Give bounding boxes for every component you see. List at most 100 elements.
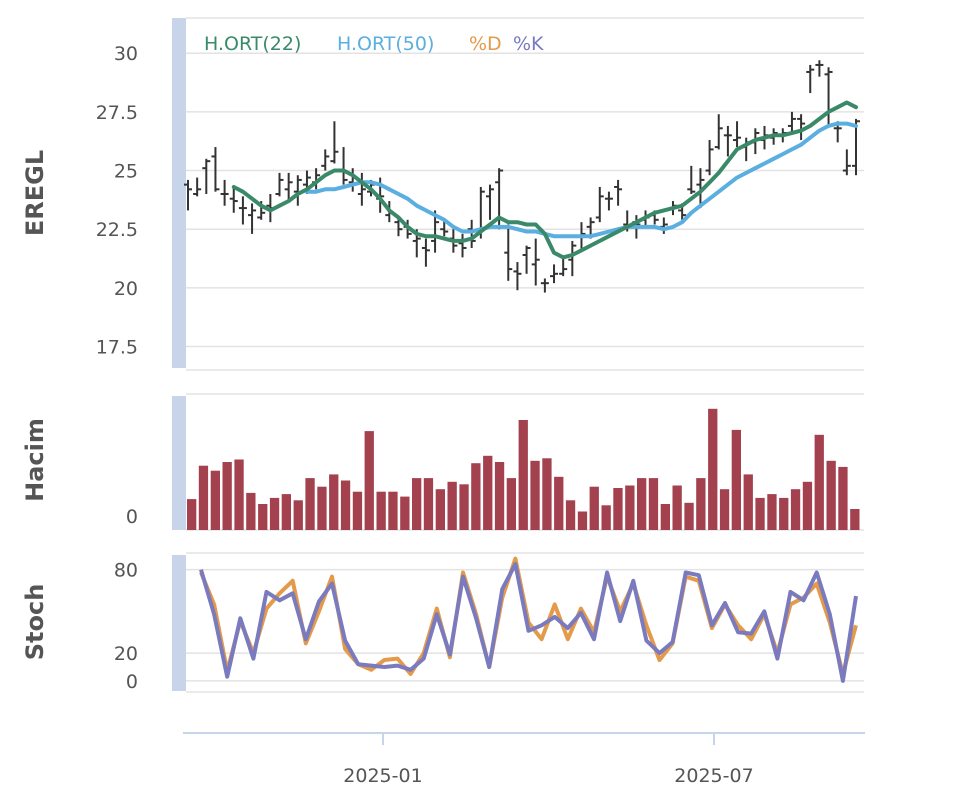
- volume-bar: [329, 474, 339, 530]
- volume-bar: [352, 491, 363, 530]
- price-tick-label: 22.5: [96, 219, 138, 241]
- ohlc-bar: [293, 175, 302, 206]
- volume-bar: [222, 462, 232, 530]
- volume-bar: [565, 500, 576, 530]
- volume-bar: [281, 494, 291, 530]
- volume-bar: [743, 474, 753, 530]
- ohlc-bar: [421, 238, 430, 267]
- volume-bar: [850, 509, 860, 530]
- ohlc-bar: [339, 147, 348, 185]
- ohlc-bar: [842, 149, 851, 176]
- ohlc-bar: [211, 147, 220, 192]
- ohlc-bar: [815, 60, 824, 77]
- ohlc-bar: [357, 172, 366, 206]
- volume-bar: [412, 478, 422, 530]
- ohlc-bar: [440, 219, 449, 237]
- ohlc-bar: [723, 125, 732, 157]
- price-tick-labels: 30 27.5 25 22.5 20 17.5: [96, 43, 138, 358]
- ohlc-bar: [467, 219, 476, 248]
- ohlc-bar: [540, 278, 549, 293]
- volume-bar: [459, 484, 469, 530]
- legend-ma22[interactable]: H.ORT(22): [204, 33, 301, 55]
- ohlc-bar: [595, 186, 604, 223]
- volume-bar: [672, 485, 682, 530]
- price-axis-title: EREGL: [21, 150, 49, 236]
- volume-axis-title: Hacim: [21, 418, 49, 502]
- ohlc-bar: [659, 217, 668, 234]
- volume-bar: [518, 420, 528, 530]
- volume-tick-labels: 0: [126, 506, 138, 528]
- volume-panel-bar: [172, 396, 186, 530]
- volume-bar: [187, 499, 197, 530]
- volume-bars: [187, 408, 860, 530]
- ohlc-bar: [705, 140, 714, 176]
- ohlc-bar: [275, 172, 284, 197]
- volume-bar: [269, 497, 280, 530]
- volume-bar: [423, 478, 434, 530]
- stoch-grid: [186, 552, 864, 693]
- volume-bar: [234, 459, 244, 530]
- volume-bar: [198, 465, 209, 530]
- volume-tick-label: 0: [126, 506, 138, 528]
- volume-bar: [530, 460, 540, 530]
- ohlc-bar: [687, 165, 696, 194]
- ohlc-bar: [531, 238, 540, 286]
- volume-bar: [376, 491, 386, 530]
- volume-bar: [577, 511, 588, 530]
- volume-bar: [400, 496, 410, 530]
- volume-bar: [719, 489, 730, 530]
- ohlc-series: [184, 60, 860, 293]
- volume-bar: [554, 476, 564, 530]
- volume-bar: [293, 500, 303, 530]
- volume-bar: [731, 429, 741, 530]
- legend-k[interactable]: %K: [513, 33, 544, 55]
- volume-bar: [589, 486, 599, 530]
- volume-bar: [542, 458, 552, 530]
- price-grid: [186, 17, 864, 371]
- volume-bar: [340, 480, 351, 530]
- volume-bar: [506, 478, 516, 530]
- ohlc-bar: [614, 179, 623, 206]
- ohlc-bar: [714, 114, 723, 150]
- volume-bar: [648, 478, 659, 530]
- series-line-ma50: [305, 121, 858, 239]
- volume-bar: [494, 462, 505, 530]
- series-line-k: [199, 562, 858, 683]
- legend-ma50[interactable]: H.ORT(50): [337, 33, 434, 55]
- volume-bar: [625, 485, 635, 530]
- volume-bar: [317, 486, 327, 530]
- stoch-tick-labels: 80 20 0: [114, 560, 138, 693]
- volume-bar: [814, 434, 824, 530]
- volume-bar: [755, 497, 765, 530]
- price-tick-label: 20: [114, 278, 138, 300]
- volume-bar: [696, 478, 706, 530]
- ohlc-bar: [330, 121, 339, 164]
- ohlc-bar: [321, 149, 330, 171]
- volume-bar: [246, 492, 256, 530]
- volume-bar: [660, 504, 670, 530]
- volume-bar: [838, 466, 848, 530]
- volume-bar: [767, 494, 777, 530]
- ohlc-bar: [504, 224, 513, 281]
- volume-bar: [435, 489, 445, 530]
- volume-bar: [305, 478, 315, 530]
- volume-bar: [471, 463, 481, 530]
- ohlc-bar: [202, 158, 211, 194]
- ohlc-bar: [431, 210, 440, 253]
- ohlc-bar: [604, 191, 613, 211]
- ohlc-bar: [550, 264, 559, 284]
- ohlc-bar: [696, 168, 705, 209]
- volume-bar: [364, 431, 374, 530]
- volume-bar: [447, 481, 457, 530]
- volume-bar: [210, 470, 220, 530]
- stoch-tick-label: 0: [126, 671, 138, 693]
- ohlc-bar: [852, 118, 860, 176]
- ohlc-bar: [568, 240, 577, 277]
- volume-bar: [483, 455, 493, 530]
- volume-bar: [826, 460, 836, 530]
- x-tick-label-2025-07: 2025-07: [674, 765, 753, 787]
- legend-d[interactable]: %D: [469, 33, 502, 55]
- ohlc-bar: [458, 233, 467, 258]
- volume-bar: [708, 408, 718, 530]
- ohlc-bar: [184, 179, 192, 211]
